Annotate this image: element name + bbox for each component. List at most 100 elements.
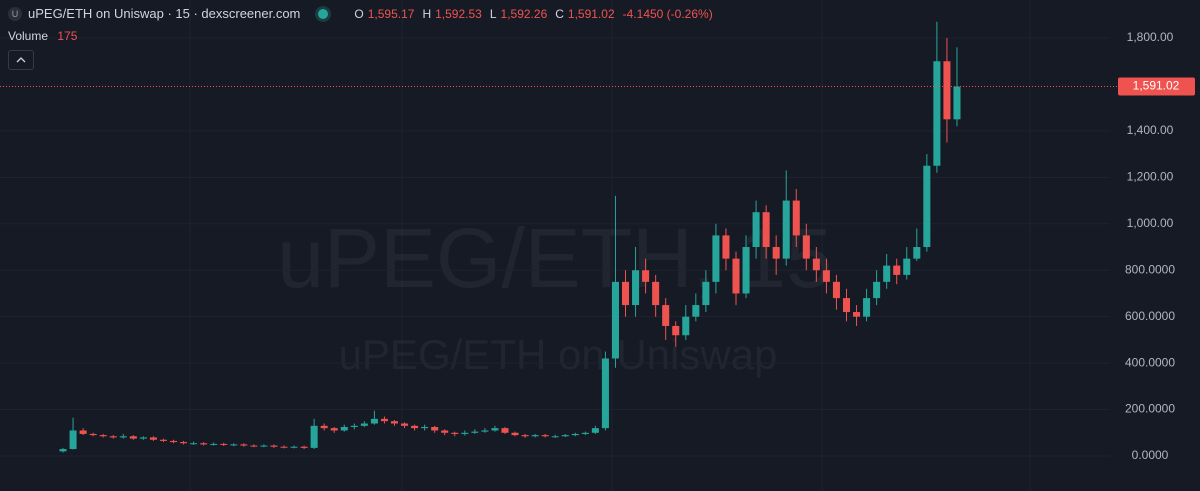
candle-body — [832, 281, 840, 299]
candle-body — [461, 432, 469, 434]
candle-body — [89, 433, 97, 436]
candle-body — [762, 212, 770, 248]
watermark: uPEG/ETH, 15 — [277, 211, 833, 305]
ohlc-label: H — [422, 6, 432, 21]
candle-body — [571, 433, 579, 436]
candle-body — [200, 443, 208, 445]
candle-body — [190, 443, 198, 445]
candle-body — [230, 444, 238, 446]
candle-body — [943, 61, 951, 120]
candle-body — [652, 281, 660, 306]
candle-body — [712, 235, 720, 282]
candle-body — [873, 281, 881, 299]
candle-body — [601, 358, 609, 429]
y-tick-label: 1,200.00 — [1127, 170, 1174, 184]
candle-body — [812, 258, 820, 271]
ohlc-label: L — [489, 6, 497, 21]
candle-body — [380, 418, 388, 422]
candle-body — [692, 305, 700, 317]
y-tick-label: 1,400.00 — [1127, 123, 1174, 137]
candle-body — [69, 430, 77, 450]
candle-body — [742, 247, 750, 294]
candle-body — [79, 430, 87, 434]
candle-body — [370, 418, 378, 424]
candle-body — [521, 435, 529, 437]
volume-value: 175 — [57, 29, 78, 43]
candle-body — [441, 430, 449, 433]
chevron-icon — [16, 57, 26, 63]
y-tick-label: 600.0000 — [1125, 309, 1175, 323]
y-tick-label: 1,800.00 — [1127, 30, 1174, 44]
ohlc-value: 1,592.53 — [435, 6, 482, 21]
candle-body — [642, 270, 650, 282]
candle-body — [411, 425, 419, 429]
candle-body — [933, 61, 941, 166]
header: U uPEG/ETH on Uniswap · 15 · dexscreener… — [8, 6, 713, 21]
candle-body — [270, 445, 278, 447]
candle-body — [591, 428, 599, 433]
candle-body — [501, 428, 509, 433]
candle-body — [471, 431, 479, 433]
collapse-button[interactable] — [8, 50, 34, 70]
candle-body — [300, 446, 308, 448]
candle-body — [853, 312, 861, 317]
candle-body — [149, 437, 157, 440]
candle-body — [923, 165, 931, 248]
candle-body — [260, 445, 268, 447]
token-icon: U — [8, 6, 22, 21]
candle-body — [682, 316, 690, 336]
ohlc-value: 1,591.02 — [567, 6, 615, 21]
candle-body — [360, 423, 368, 426]
candle-body — [320, 425, 328, 429]
candle-body — [139, 437, 147, 439]
candle-body — [431, 426, 439, 431]
candle-body — [421, 426, 429, 429]
status-dot — [318, 8, 329, 19]
y-tick-label: 800.0000 — [1125, 262, 1175, 276]
candle-body — [240, 444, 248, 446]
candle-body — [792, 200, 800, 236]
candle-body — [390, 421, 399, 424]
ohlc-value: 1,595.17 — [367, 6, 415, 21]
candle-body — [672, 325, 680, 336]
candle-body — [842, 298, 851, 313]
candle-body — [330, 428, 338, 431]
candle-body — [310, 425, 318, 448]
ohlc-label: O — [354, 6, 364, 21]
candle-body — [782, 200, 790, 259]
candle-body — [210, 443, 218, 445]
candle-body — [280, 446, 288, 448]
volume-label: Volume — [8, 29, 49, 43]
candle-body — [822, 270, 830, 282]
watermark-subtitle: uPEG/ETH on Uniswap — [339, 331, 778, 378]
candle-body — [491, 428, 499, 431]
candle-body — [220, 443, 228, 445]
candle-body — [250, 445, 258, 447]
candle-body — [99, 435, 107, 437]
candle-body — [159, 439, 167, 441]
candle-body — [119, 436, 127, 438]
chart-title: uPEG/ETH on Uniswap · 15 · dexscreener.c… — [28, 6, 301, 21]
y-tick-label: 400.0000 — [1125, 355, 1175, 369]
candle-body — [581, 432, 589, 434]
candle-body — [802, 235, 810, 259]
candle-body — [863, 298, 871, 317]
candle-body — [953, 86, 961, 120]
candle-body — [129, 436, 137, 439]
candle-body — [551, 436, 559, 438]
ohlc-change: -4.1450 (-0.26%) — [622, 6, 713, 21]
candle-body — [290, 446, 298, 448]
candle-body — [180, 442, 188, 444]
candle-body — [903, 258, 911, 275]
candle-body — [883, 265, 891, 282]
y-tick-label: 0.0000 — [1132, 448, 1169, 462]
candle-body — [340, 426, 348, 431]
candle-body — [722, 235, 730, 259]
candle-body — [772, 247, 780, 259]
price-axis — [1110, 0, 1200, 491]
candle-body — [752, 212, 760, 248]
candle-body — [732, 258, 740, 294]
candle-body — [541, 435, 549, 437]
